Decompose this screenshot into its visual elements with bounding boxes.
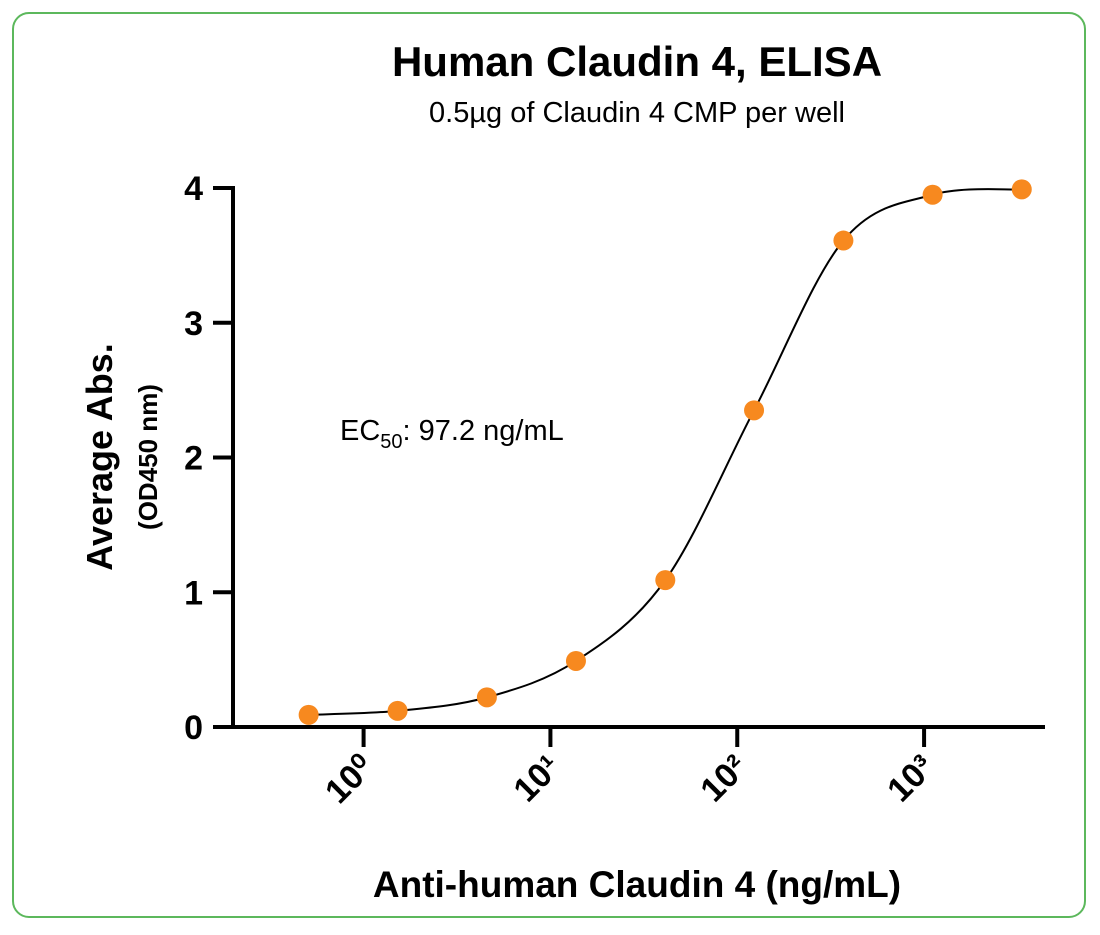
y-axis-subtitle: (OD450 nm) [133,384,163,530]
data-point [565,650,586,671]
y-tick-label: 1 [184,574,203,612]
data-point [387,700,408,721]
data-point [298,704,319,725]
data-point [655,570,676,591]
annotation: EC50: 97.2 ng/mL [340,415,564,453]
y-axis-title: Average Abs. [79,343,120,570]
data-point [744,400,765,421]
y-tick-label: 2 [184,440,203,478]
annotation-text: EC [340,415,380,447]
annotation-subscript: 50 [380,431,402,453]
data-point [1011,179,1032,200]
data-point [476,687,497,708]
data-point [922,184,943,205]
fit-curve [308,188,1022,716]
data-point [833,230,854,251]
annotation-suffix: : 97.2 ng/mL [403,415,564,447]
chart-title: Human Claudin 4, ELISA [392,38,882,85]
y-tick-label: 3 [184,305,203,343]
chart-subtitle: 0.5µg of Claudin 4 CMP per well [429,97,845,129]
frame [12,12,1086,918]
x-axis-title: Anti-human Claudin 4 (ng/mL) [373,864,901,905]
y-tick-label: 0 [184,709,203,747]
y-tick-label: 4 [184,170,203,208]
